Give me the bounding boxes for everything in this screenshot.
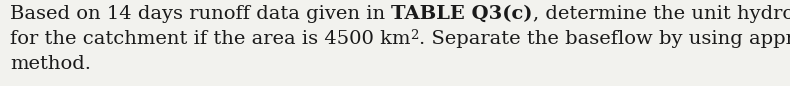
Text: , determine the unit hydrograph: , determine the unit hydrograph xyxy=(533,5,790,23)
Text: . Separate the baseflow by using appropriate: . Separate the baseflow by using appropr… xyxy=(419,30,790,48)
Text: TABLE Q3(c): TABLE Q3(c) xyxy=(391,5,533,23)
Text: Based on 14 days runoff data given in: Based on 14 days runoff data given in xyxy=(10,5,391,23)
Text: method.: method. xyxy=(10,55,91,73)
Text: for the catchment if the area is 4500 km: for the catchment if the area is 4500 km xyxy=(10,30,411,48)
Text: 2: 2 xyxy=(411,29,419,42)
